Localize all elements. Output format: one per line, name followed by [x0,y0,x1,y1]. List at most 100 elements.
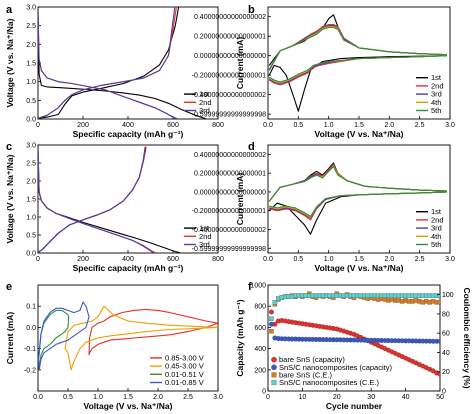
x-tick-label: 40 [402,394,410,401]
y-tick-label: 0.00000000000000000 [194,53,266,60]
legend-label: 2nd [431,215,444,224]
x-axis-label: Voltage (V vs. Na⁺/Na) [315,263,404,273]
x-tick-label: 0 [266,394,270,401]
x-tick-label: 2.0 [384,256,394,263]
x-tick-label: 1.0 [324,256,334,263]
y2-tick-label: 20 [442,369,450,376]
x-tick-label: 30 [367,394,375,401]
y2-tick-label: 100 [442,292,454,299]
y-tick-label: 0.0 [26,251,36,258]
y2-tick-label: 40 [442,350,450,357]
legend-label: 5th [431,106,441,115]
x-tick-label: 10 [299,394,307,401]
x-tick-label: 2.5 [183,394,193,401]
panel-letter: a [6,4,13,16]
series-line-d-3 [268,163,448,202]
y2-axis-label: Coulombic efficiency (%) [462,287,472,388]
x-tick-label: 0.0 [33,394,43,401]
x-tick-label: 50 [436,394,444,401]
x-axis-label: Specific capacity (mAh g⁻¹) [73,129,184,139]
y-tick-label: 0.5 [26,233,36,240]
y-axis-label: Voltage (V vs. Na⁺/Na) [5,18,15,107]
y2-tick-label: 60 [442,331,450,338]
x-tick-label: 1.5 [354,256,364,263]
x-axis-label: Voltage (V vs. Na⁺/Na) [84,401,173,411]
series-line-e-3 [38,301,90,371]
x-tick-label: 1.5 [123,394,133,401]
x-tick-label: 1.5 [354,122,364,129]
y-axis-label: Capacity (mAh g⁻¹) [235,299,245,376]
series-line-a-5 [38,7,176,119]
legend-label: 1st [199,224,210,233]
y-tick-label: 0 [262,389,266,396]
plot-area [38,7,206,119]
plot-area [268,162,448,235]
y-tick-label: 400 [254,346,266,353]
y-tick-label: 600 [254,325,266,332]
legend-marker [271,372,277,378]
data-point-3 [437,293,440,298]
x-tick-label: 3.0 [213,394,223,401]
x-tick-label: 1.0 [324,122,334,129]
x-tick-label: 3.0 [445,122,455,129]
x-tick-label: 0.0 [263,122,273,129]
plot-area [268,291,440,377]
y-tick-label: -0.40000000000000002 [192,92,266,99]
plot-area [38,301,218,371]
x-axis-label: Specific capacity (mAh g⁻¹) [73,263,184,273]
legend-label: 0.85-3.00 V [165,353,204,362]
x-axis-label: Voltage (V vs. Na⁺/Na) [315,129,404,139]
series-line-d-4 [269,191,448,219]
panel-letter: d [248,141,255,153]
legend-label: 1st [199,90,210,99]
data-point-0 [437,371,440,377]
x-tick-label: 0 [36,122,40,129]
y-tick-label: 200 [254,367,266,374]
legend-label: 0.01-0.85 V [165,378,204,387]
legend-label: bare SnS (capacity) [279,355,345,364]
y-tick-label: 0.40000000000000002 [194,14,266,21]
y-tick-label: 0.1 [26,304,36,311]
legend-label: 0.01-0.51 V [165,370,204,379]
series-line-d-8 [269,191,448,217]
x-axis-label: Cycle number [326,401,383,411]
x-tick-label: 400 [122,122,134,129]
y-tick-label: 2.0 [26,179,36,186]
panel-a: a 0 200 400 600 800 0.0 0.5 1.0 1.5 2.0 2.5 3.0 Speci… [5,4,224,139]
legend-label: 1st [431,207,442,216]
panel-letter: c [6,141,12,153]
panel-d: d 0.0 0.5 1.0 1.5 2.0 2.5 3.0 -0.599999999999999… [192,141,455,273]
panel-letter: b [248,4,255,16]
x-tick-label: 400 [122,256,134,263]
y-tick-label: 1.0 [26,79,36,86]
y-tick-label: 3.0 [26,143,36,150]
x-tick-label: 0 [36,256,40,263]
x-tick-label: 2.0 [384,122,394,129]
data-point-2 [269,329,274,334]
y-tick-label: 800 [254,304,266,311]
legend-label: 3rd [431,224,442,233]
panel-e: e 0.0 0.5 1.0 1.5 2.0 2.5 3.0 -0.2 -0.1 0.0 0.1 Volt… [5,281,223,411]
y-tick-label: 0.40000000000000002 [194,152,266,159]
legend-marker [271,356,277,363]
series-line-a-2 [38,10,178,119]
legend-label: 2nd [199,232,212,241]
panel-letter: e [6,281,12,293]
y-tick-label: -0.20000000000000001 [192,73,266,80]
data-point-3 [272,300,278,305]
legend-label: bare SnS (C.E.) [279,370,332,379]
legend-label: 2nd [199,98,212,107]
legend-label: 1st [431,73,442,82]
y-tick-label: -0.1 [24,346,36,353]
x-tick-label: 200 [77,122,89,129]
legend-label: SnS/C nanocomposites (C.E.) [279,378,380,387]
y-tick-label: 2.0 [26,42,36,49]
y-tick-label: 0.0 [26,325,36,332]
y-tick-label: 0.20000000000000001 [194,34,266,41]
y-tick-label: 2.5 [26,23,36,30]
legend-label: 3rd [199,240,210,249]
x-tick-label: 800 [212,256,224,263]
x-tick-label: 0.5 [63,394,73,401]
legend-label: 5th [431,240,441,249]
data-point-1 [437,338,440,344]
